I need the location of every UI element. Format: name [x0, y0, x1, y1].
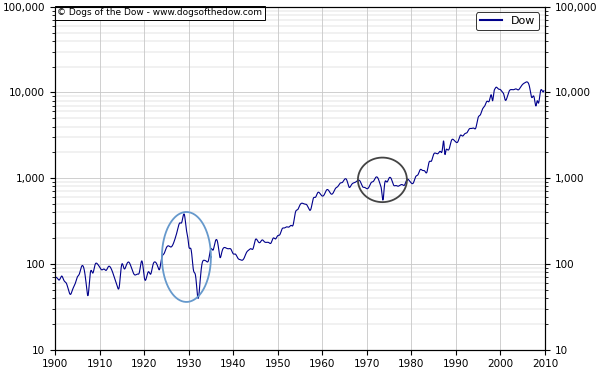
Legend: Dow: Dow	[476, 12, 539, 30]
Text: © Dogs of the Dow - www.dogsofthedow.com: © Dogs of the Dow - www.dogsofthedow.com	[58, 9, 262, 17]
